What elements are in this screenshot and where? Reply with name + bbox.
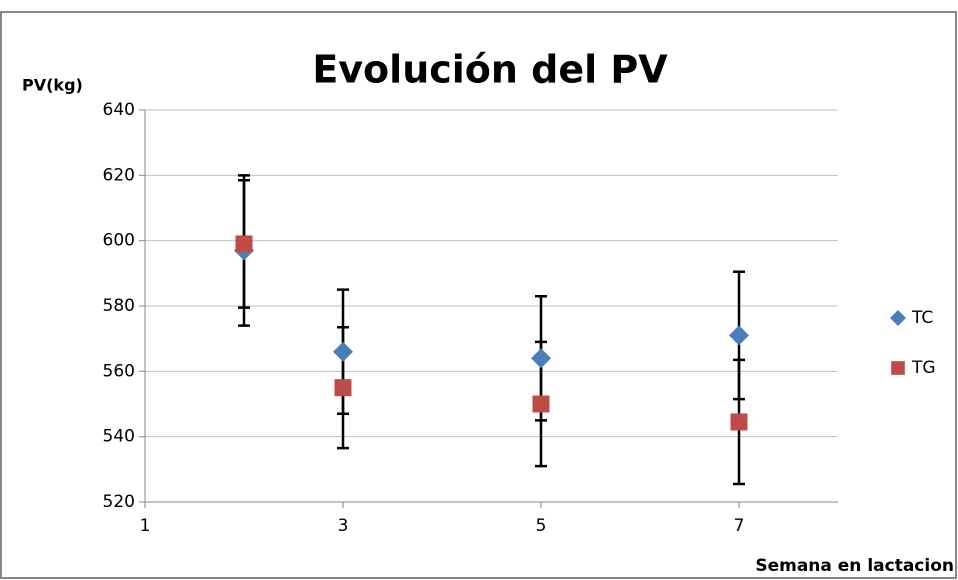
data-point (729, 325, 749, 346)
y-tick-label: 560 (103, 361, 135, 381)
data-point (730, 413, 748, 431)
data-point (531, 348, 551, 369)
y-tick-label: 620 (103, 165, 135, 185)
data-point (532, 395, 550, 413)
y-tick-label: 640 (103, 100, 135, 120)
y-tick-label: 540 (103, 427, 135, 447)
data-point (334, 379, 352, 397)
y-tick-label: 520 (103, 492, 135, 512)
x-tick-label: 1 (140, 516, 151, 536)
chart-title: Evolución del PV (312, 48, 668, 92)
legend-marker (891, 361, 905, 375)
data-point (333, 341, 353, 362)
y-tick-label: 600 (103, 231, 135, 251)
chart-frame (0, 11, 957, 579)
legend-label: TG (911, 358, 936, 378)
y-tick-label: 580 (103, 296, 135, 316)
legend-label: TC (911, 308, 933, 328)
x-axis-label: Semana en lactacion (755, 556, 954, 576)
x-tick-label: 7 (734, 516, 745, 536)
y-axis-label: PV(kg) (22, 76, 83, 95)
data-point (235, 235, 253, 253)
x-tick-label: 3 (338, 516, 349, 536)
legend-marker (890, 310, 906, 326)
x-tick-label: 5 (536, 516, 547, 536)
